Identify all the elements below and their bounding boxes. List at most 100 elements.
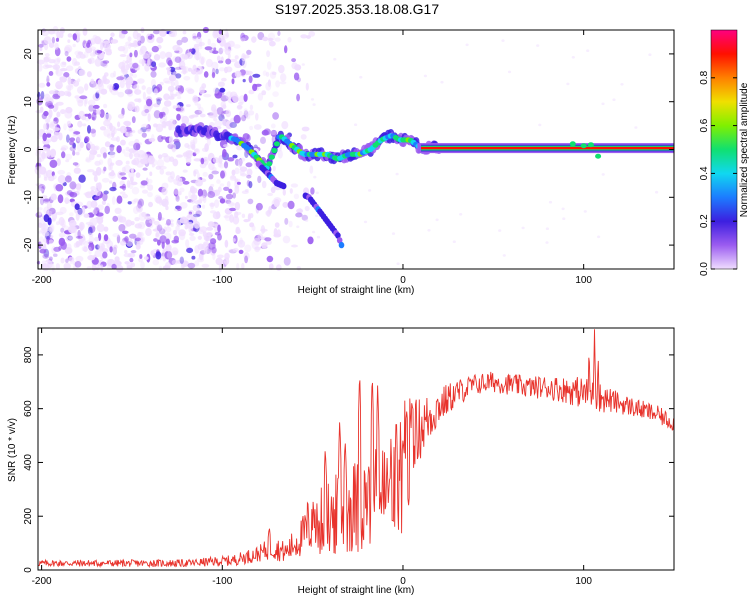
- spectrogram-cell: [42, 141, 50, 145]
- spectrogram-cell: [231, 169, 236, 176]
- x-tick-label: -100: [212, 576, 232, 587]
- spectrogram-cell: [126, 262, 133, 269]
- spectrogram-cell: [90, 186, 96, 191]
- spectrogram-cell: [197, 188, 203, 197]
- spectrogram-cell: [137, 129, 143, 135]
- spectrogram-cell: [217, 224, 221, 233]
- spectrogram-cell: [192, 64, 197, 73]
- spectrogram-cell: [216, 179, 221, 184]
- spectrogram-cell: [153, 88, 158, 96]
- spectrogram-cell: [266, 161, 273, 167]
- spectrogram-cell: [185, 52, 194, 60]
- spectrogram-cell: [42, 231, 50, 237]
- spectrogram-cell: [119, 79, 125, 89]
- spectrogram-cell: [210, 183, 215, 188]
- spectrogram-cell: [138, 221, 146, 230]
- spectrogram-cell: [122, 230, 129, 234]
- spectrogram-cell: [129, 257, 134, 263]
- spectrogram-cell: [146, 128, 151, 133]
- spectrogram-cell: [41, 264, 50, 268]
- spectrogram-cell: [133, 83, 140, 91]
- spectrogram-cell: [192, 204, 200, 212]
- spectrogram-cell: [175, 175, 181, 182]
- spectrogram-cell: [202, 242, 209, 251]
- spectrogram-cell: [130, 181, 138, 186]
- spectrogram-cell: [244, 244, 252, 253]
- spectrogram-cell: [43, 123, 47, 130]
- spectrogram-cell: [213, 87, 219, 94]
- spectrogram-cell: [95, 212, 104, 217]
- spectrogram-cell: [191, 255, 196, 260]
- spectrogram-cell: [198, 56, 206, 65]
- spectrogram-cell: [121, 193, 128, 199]
- spectrogram-cell: [304, 205, 310, 212]
- spectrogram-cell: [161, 182, 169, 189]
- spectrogram-cell: [182, 30, 187, 35]
- spectrogram-cell: [224, 239, 229, 248]
- spectrogram-cell: [156, 36, 164, 44]
- spectrogram-cell: [163, 155, 171, 163]
- spectrogram-cell: [77, 99, 84, 107]
- spectrogram-cell: [187, 88, 195, 95]
- spectrogram-cell: [171, 239, 179, 244]
- spectrogram-cell: [145, 228, 152, 236]
- spectrogram-cell: [98, 159, 104, 166]
- spectrogram-cell: [77, 120, 83, 128]
- spectrogram-cell: [77, 229, 81, 239]
- spectrogram-cell: [395, 172, 399, 176]
- spectrogram-cell: [74, 95, 80, 99]
- spectrogram-cell: [95, 182, 101, 189]
- spectrogram-cell: [536, 44, 540, 47]
- spectrogram-cell: [223, 144, 229, 148]
- spectrogram-cell: [39, 248, 47, 254]
- spectrogram-cell: [94, 160, 101, 166]
- spectrogram-cell: [132, 40, 138, 48]
- spectrogram-cell: [112, 83, 120, 90]
- spectrogram-cell: [125, 146, 130, 152]
- spectrogram-cell: [75, 255, 84, 262]
- spectrogram-cell: [241, 213, 246, 218]
- spectrogram-cell: [99, 126, 107, 131]
- spectrogram-cell: [147, 58, 151, 66]
- spectrogram-cell: [155, 196, 163, 204]
- spectrogram-cell: [100, 264, 104, 272]
- spectrogram-cell: [435, 218, 439, 222]
- spectrogram-cell: [110, 137, 119, 141]
- spectrogram-cell: [245, 162, 253, 168]
- spectrogram-cell: [191, 33, 197, 41]
- spectrogram-cell: [48, 71, 54, 76]
- spectrogram-cell: [254, 83, 262, 87]
- spectrogram-cell: [45, 118, 51, 123]
- spectrogram-cell: [241, 59, 247, 69]
- spectrogram-cell: [48, 239, 54, 245]
- spectrogram-cell: [251, 225, 256, 232]
- spectrogram-cell: [620, 83, 624, 86]
- spectrogram-cell: [219, 198, 226, 204]
- spectrogram-cell: [36, 59, 45, 65]
- spectrogram-cell: [185, 219, 190, 228]
- spectrogram-cell: [235, 226, 241, 234]
- spectrogram-cell: [224, 213, 231, 222]
- spectrogram-cell: [197, 257, 205, 263]
- spectrogram-cell: [49, 256, 53, 262]
- spectrogram-cell: [53, 117, 59, 125]
- spectrogram-cell: [38, 82, 46, 88]
- spectrogram-cell: [94, 236, 99, 242]
- spectrogram-cell: [440, 80, 444, 84]
- spectrogram-cell: [96, 154, 102, 158]
- spectrogram-cell: [204, 46, 213, 51]
- spectrogram-cell: [159, 168, 165, 175]
- spectrogram-cell: [129, 72, 133, 77]
- spectrogram-cell: [63, 262, 71, 270]
- spectrogram-cell: [61, 223, 66, 229]
- spectrogram-cell: [179, 256, 184, 264]
- spectrogram-cell: [56, 31, 61, 39]
- spectrogram-cell: [59, 206, 67, 214]
- spectrogram-cell: [183, 66, 190, 73]
- spectrogram-cell: [175, 73, 182, 79]
- spectrogram-cell: [87, 99, 96, 106]
- spectrogram-cell: [198, 41, 205, 47]
- spectrogram-cell: [260, 228, 268, 232]
- spectrogram-cell: [452, 240, 456, 243]
- spectrogram-cell: [225, 66, 233, 73]
